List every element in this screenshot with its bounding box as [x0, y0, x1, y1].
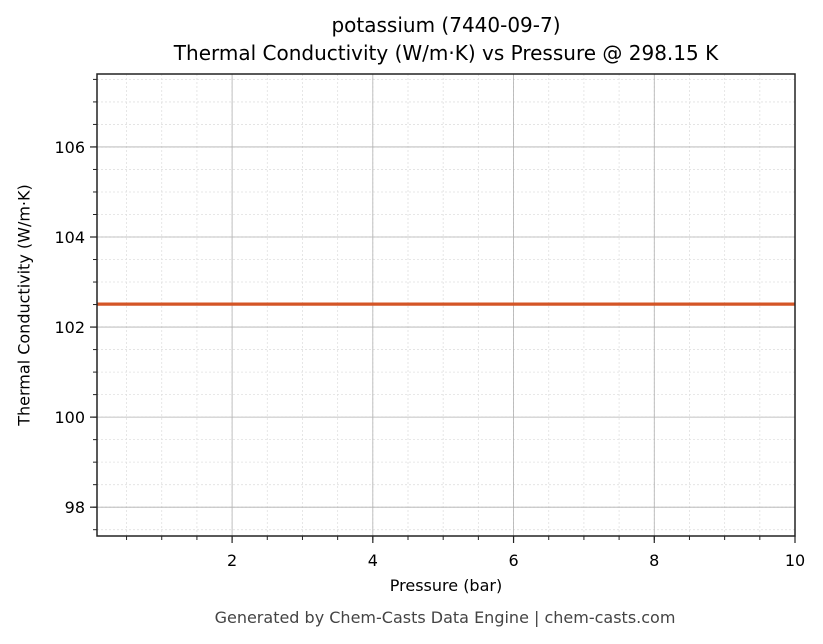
x-tick-label: 10	[785, 551, 805, 570]
y-tick-label: 102	[54, 318, 85, 337]
y-axis-label: Thermal Conductivity (W/m·K)	[14, 184, 34, 426]
x-axis-label: Pressure (bar)	[389, 576, 503, 595]
y-tick-label: 104	[54, 228, 85, 247]
x-tick-label: 6	[508, 551, 518, 570]
y-tick-label: 98	[65, 498, 85, 517]
footer-credit: Generated by Chem-Casts Data Engine | ch…	[214, 608, 676, 627]
x-tick-label: 8	[649, 551, 659, 570]
x-tick-label: 2	[227, 551, 237, 570]
chart-title-property: Thermal Conductivity (W/m·K) vs Pressure…	[173, 41, 719, 65]
y-tick-label: 100	[54, 408, 85, 427]
axes-frame	[96, 73, 796, 537]
chart-title-compound: potassium (7440-09-7)	[331, 13, 561, 37]
y-tick-label: 106	[54, 138, 85, 157]
x-tick-label: 4	[368, 551, 378, 570]
